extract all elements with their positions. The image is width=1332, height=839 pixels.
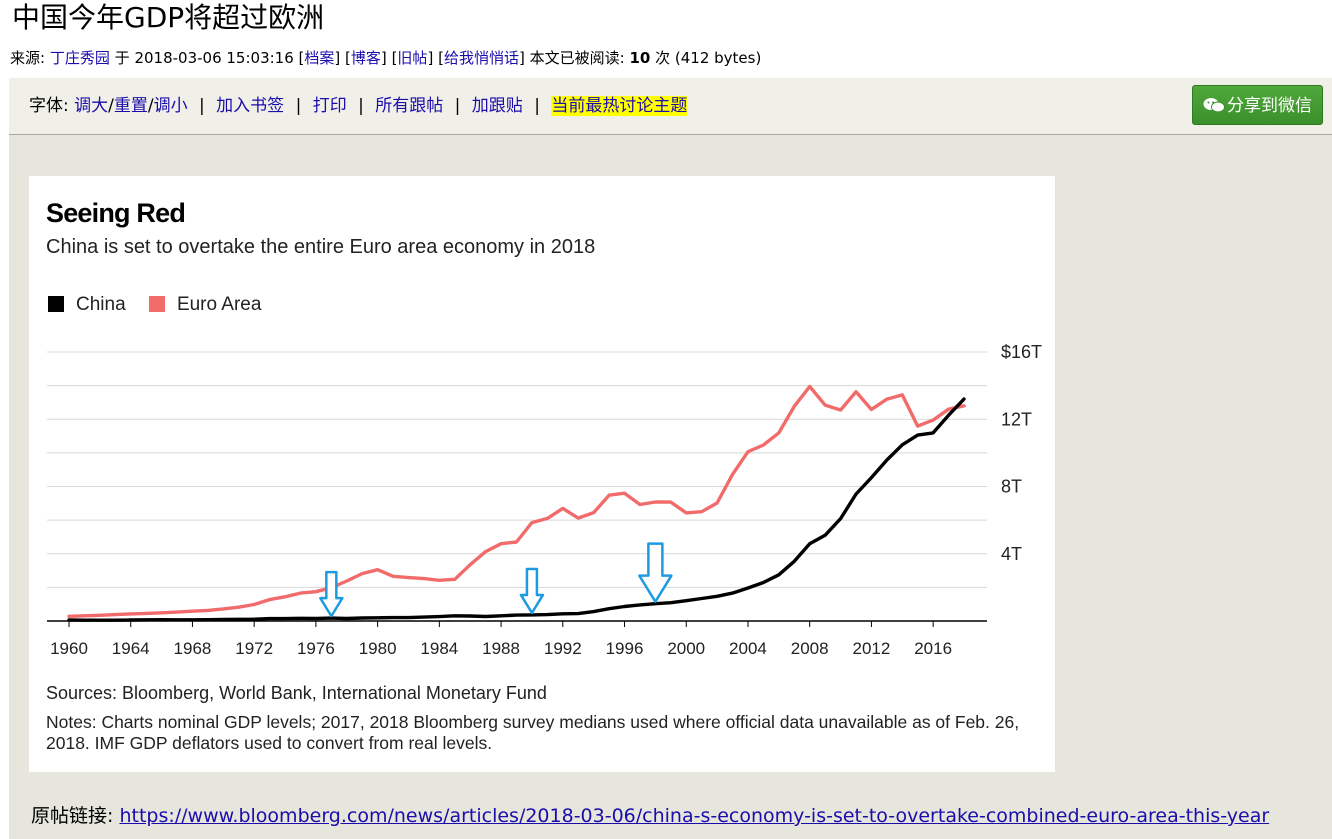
- annotation-arrow: [519, 567, 545, 615]
- x-tick-label: 1968: [174, 639, 212, 658]
- series-line-euro: [67, 384, 966, 618]
- post-meta: 来源: 丁庄秀园 于 2018-03-06 15:03:16 [档案] [博客]…: [10, 49, 762, 67]
- read-unit: 次: [655, 49, 671, 67]
- annotation-arrow: [319, 570, 344, 618]
- chart-sources: Sources: Bloomberg, World Bank, Internat…: [46, 683, 547, 703]
- all-replies-link[interactable]: 所有跟帖: [375, 96, 444, 116]
- x-tick-label: 1976: [297, 639, 335, 658]
- y-tick-label: 8T: [1001, 477, 1022, 497]
- blog-link[interactable]: 博客: [350, 49, 381, 67]
- chart-subtitle: China is set to overtake the entire Euro…: [46, 236, 596, 258]
- author-link[interactable]: 丁庄秀园: [49, 49, 110, 67]
- post-title: 中国今年GDP将超过欧洲: [12, 1, 325, 34]
- x-tick-label: 2004: [729, 639, 767, 658]
- origin-label: 原帖链接:: [31, 805, 114, 827]
- chart-notes: Notes: Charts nominal GDP levels; 2017, …: [46, 712, 1020, 753]
- chart-title: Seeing Red: [46, 198, 186, 228]
- chart-image: Seeing Red China is set to overtake the …: [29, 176, 1055, 772]
- x-tick-label: 1960: [50, 639, 88, 658]
- post-size: (412 bytes): [674, 49, 762, 67]
- x-tick-label: 1984: [420, 639, 458, 658]
- font-label: 字体:: [29, 96, 69, 116]
- x-tick-label: 2000: [667, 639, 705, 658]
- font-smaller-link[interactable]: 调小: [153, 96, 188, 116]
- at-label: 于: [114, 49, 130, 67]
- bookmark-link[interactable]: 加入书签: [216, 96, 285, 116]
- x-tick-label: 1996: [606, 639, 644, 658]
- x-tick-label: 2012: [852, 639, 890, 658]
- old-posts-link[interactable]: 旧帖: [397, 49, 428, 67]
- origin-link-row: 原帖链接: https://www.bloomberg.com/news/art…: [31, 802, 1269, 830]
- archive-link[interactable]: 档案: [304, 49, 335, 67]
- y-tick-label: $16T: [1001, 342, 1042, 362]
- x-tick-label: 2008: [791, 639, 829, 658]
- x-tick-label: 1980: [359, 639, 397, 658]
- legend-label-euro: Euro Area: [176, 294, 262, 315]
- post-toolbar: 字体: 调大/重置/调小 | 加入书签 | 打印 | 所有跟帖 | 加跟贴 | …: [9, 78, 1332, 135]
- reply-link[interactable]: 加跟贴: [471, 96, 523, 116]
- post-datetime: 2018-03-06 15:03:16: [134, 49, 294, 67]
- x-tick-label: 1972: [235, 639, 273, 658]
- font-bigger-link[interactable]: 调大: [74, 96, 109, 116]
- series-line-china: [67, 397, 966, 622]
- gdp-line-chart: 4T 8T 12T $16T 1960 1964 1968 1972 1976 1980 1984 1…: [47, 342, 1042, 658]
- annotation-arrow: [638, 542, 673, 603]
- x-tick-label: 1964: [112, 639, 150, 658]
- wechat-icon: [1203, 98, 1225, 113]
- hot-topics-link[interactable]: 当前最热讨论主题: [551, 96, 688, 116]
- legend-label-china: China: [76, 294, 126, 315]
- wechat-share-label: 分享到微信: [1227, 96, 1312, 116]
- legend-swatch-euro: [148, 296, 165, 312]
- source-label: 来源:: [10, 49, 46, 67]
- font-reset-link[interactable]: 重置: [113, 96, 148, 116]
- read-label: 本文已被阅读:: [529, 49, 625, 67]
- post-panel: 字体: 调大/重置/调小 | 加入书签 | 打印 | 所有跟帖 | 加跟贴 | …: [9, 78, 1332, 839]
- y-tick-label: 12T: [1001, 409, 1032, 429]
- x-tick-label: 1988: [482, 639, 520, 658]
- wechat-share-button[interactable]: 分享到微信: [1192, 85, 1323, 125]
- legend-swatch-china: [48, 296, 64, 312]
- x-tick-label: 1992: [544, 639, 582, 658]
- print-link[interactable]: 打印: [312, 96, 347, 116]
- read-count: 10: [629, 49, 651, 67]
- y-tick-label: 4T: [1001, 544, 1022, 564]
- chart-legend: China Euro Area: [48, 294, 279, 316]
- origin-url-link[interactable]: https://www.bloomberg.com/news/articles/…: [119, 805, 1270, 827]
- x-tick-label: 2016: [914, 639, 952, 658]
- private-message-link[interactable]: 给我悄悄话: [443, 49, 519, 67]
